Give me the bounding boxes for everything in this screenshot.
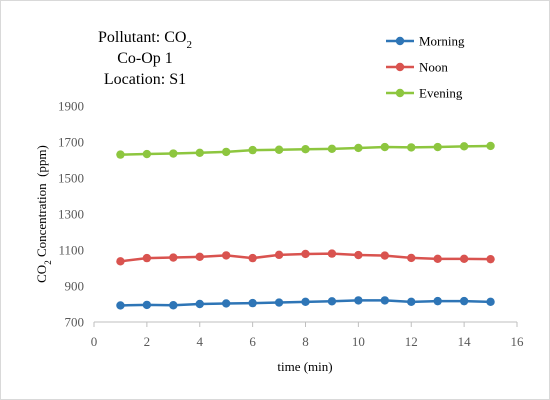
y-tick-label: 1500	[58, 171, 84, 186]
legend-label: Noon	[419, 60, 448, 75]
data-point	[195, 299, 204, 309]
data-point	[221, 147, 231, 157]
y-axis-label: CO2 Concentration (ppm)	[34, 145, 53, 283]
x-tick-label: 4	[197, 334, 204, 349]
series-layer	[116, 141, 495, 310]
data-point	[301, 249, 310, 259]
data-point	[407, 297, 416, 307]
data-point	[274, 250, 284, 260]
y-tick-label: 1300	[58, 207, 84, 222]
x-tick-label: 10	[352, 334, 365, 349]
chart-title-line-1: Pollutant: CO2	[98, 29, 192, 51]
data-point	[301, 297, 310, 307]
data-point	[354, 250, 363, 260]
y-tick-label: 1700	[58, 135, 84, 150]
data-point	[327, 297, 337, 306]
legend-item-evening: Evening	[386, 86, 463, 101]
data-point	[274, 298, 284, 307]
data-point	[274, 145, 284, 154]
data-point	[433, 296, 442, 306]
legend-item-morning: Morning	[386, 34, 465, 49]
x-tick-label: 16	[511, 334, 525, 349]
data-point	[486, 297, 495, 307]
data-point	[433, 254, 442, 264]
y-tick-label: 700	[65, 315, 85, 330]
x-axis-label: time (min)	[277, 359, 332, 374]
data-point	[327, 144, 337, 154]
data-point	[195, 252, 204, 262]
y-axis-ticks: 700 900 1100 1300 1500 1700 1900	[58, 99, 84, 330]
data-point	[142, 253, 152, 263]
data-point	[169, 253, 178, 262]
data-point	[248, 145, 257, 155]
y-tick-label: 1100	[58, 243, 84, 258]
y-tick-label: 1900	[58, 99, 84, 114]
legend-swatch-marker	[395, 88, 405, 98]
data-point	[116, 301, 125, 310]
data-point	[380, 142, 390, 152]
data-point	[380, 296, 390, 305]
x-tick-label: 12	[405, 334, 418, 349]
legend: Morning Noon Evening	[386, 34, 465, 101]
series-noon	[116, 249, 495, 266]
data-point	[354, 143, 363, 153]
data-point	[354, 296, 363, 305]
series-morning	[116, 296, 495, 310]
legend-label: Morning	[419, 34, 465, 49]
y-tick-label: 900	[65, 279, 85, 294]
data-point	[407, 143, 416, 152]
data-point	[459, 296, 469, 306]
data-point	[169, 301, 178, 310]
data-point	[407, 253, 416, 263]
data-point	[169, 149, 178, 158]
data-point	[116, 257, 125, 266]
x-tick-label: 6	[249, 334, 256, 349]
legend-swatch-marker	[395, 62, 405, 72]
legend-item-noon: Noon	[386, 60, 448, 75]
data-point	[486, 141, 495, 151]
x-tick-label: 0	[91, 334, 98, 349]
data-point	[327, 249, 337, 258]
data-point	[433, 142, 442, 152]
chart-title-line-3: Location: S1	[104, 71, 186, 88]
data-point	[380, 251, 390, 260]
legend-swatch-marker	[395, 36, 405, 46]
data-point	[142, 300, 152, 310]
data-point	[221, 299, 231, 308]
data-point	[248, 253, 257, 263]
data-point	[195, 148, 204, 157]
x-tick-label: 2	[144, 334, 151, 349]
data-point	[459, 254, 469, 264]
chart-title-line-2: Co-Op 1	[117, 50, 173, 67]
x-tick-label: 8	[302, 334, 309, 349]
legend-label: Evening	[419, 86, 463, 101]
x-axis-ticks: 0 2 4 6 8 10 12 14 16	[91, 322, 524, 349]
data-point	[459, 142, 469, 151]
x-tick-label: 14	[458, 334, 472, 349]
series-evening	[116, 141, 495, 159]
data-point	[486, 254, 495, 264]
data-point	[116, 150, 125, 159]
data-point	[142, 149, 152, 159]
data-point	[301, 145, 310, 154]
data-point	[248, 298, 257, 308]
data-point	[221, 251, 231, 260]
